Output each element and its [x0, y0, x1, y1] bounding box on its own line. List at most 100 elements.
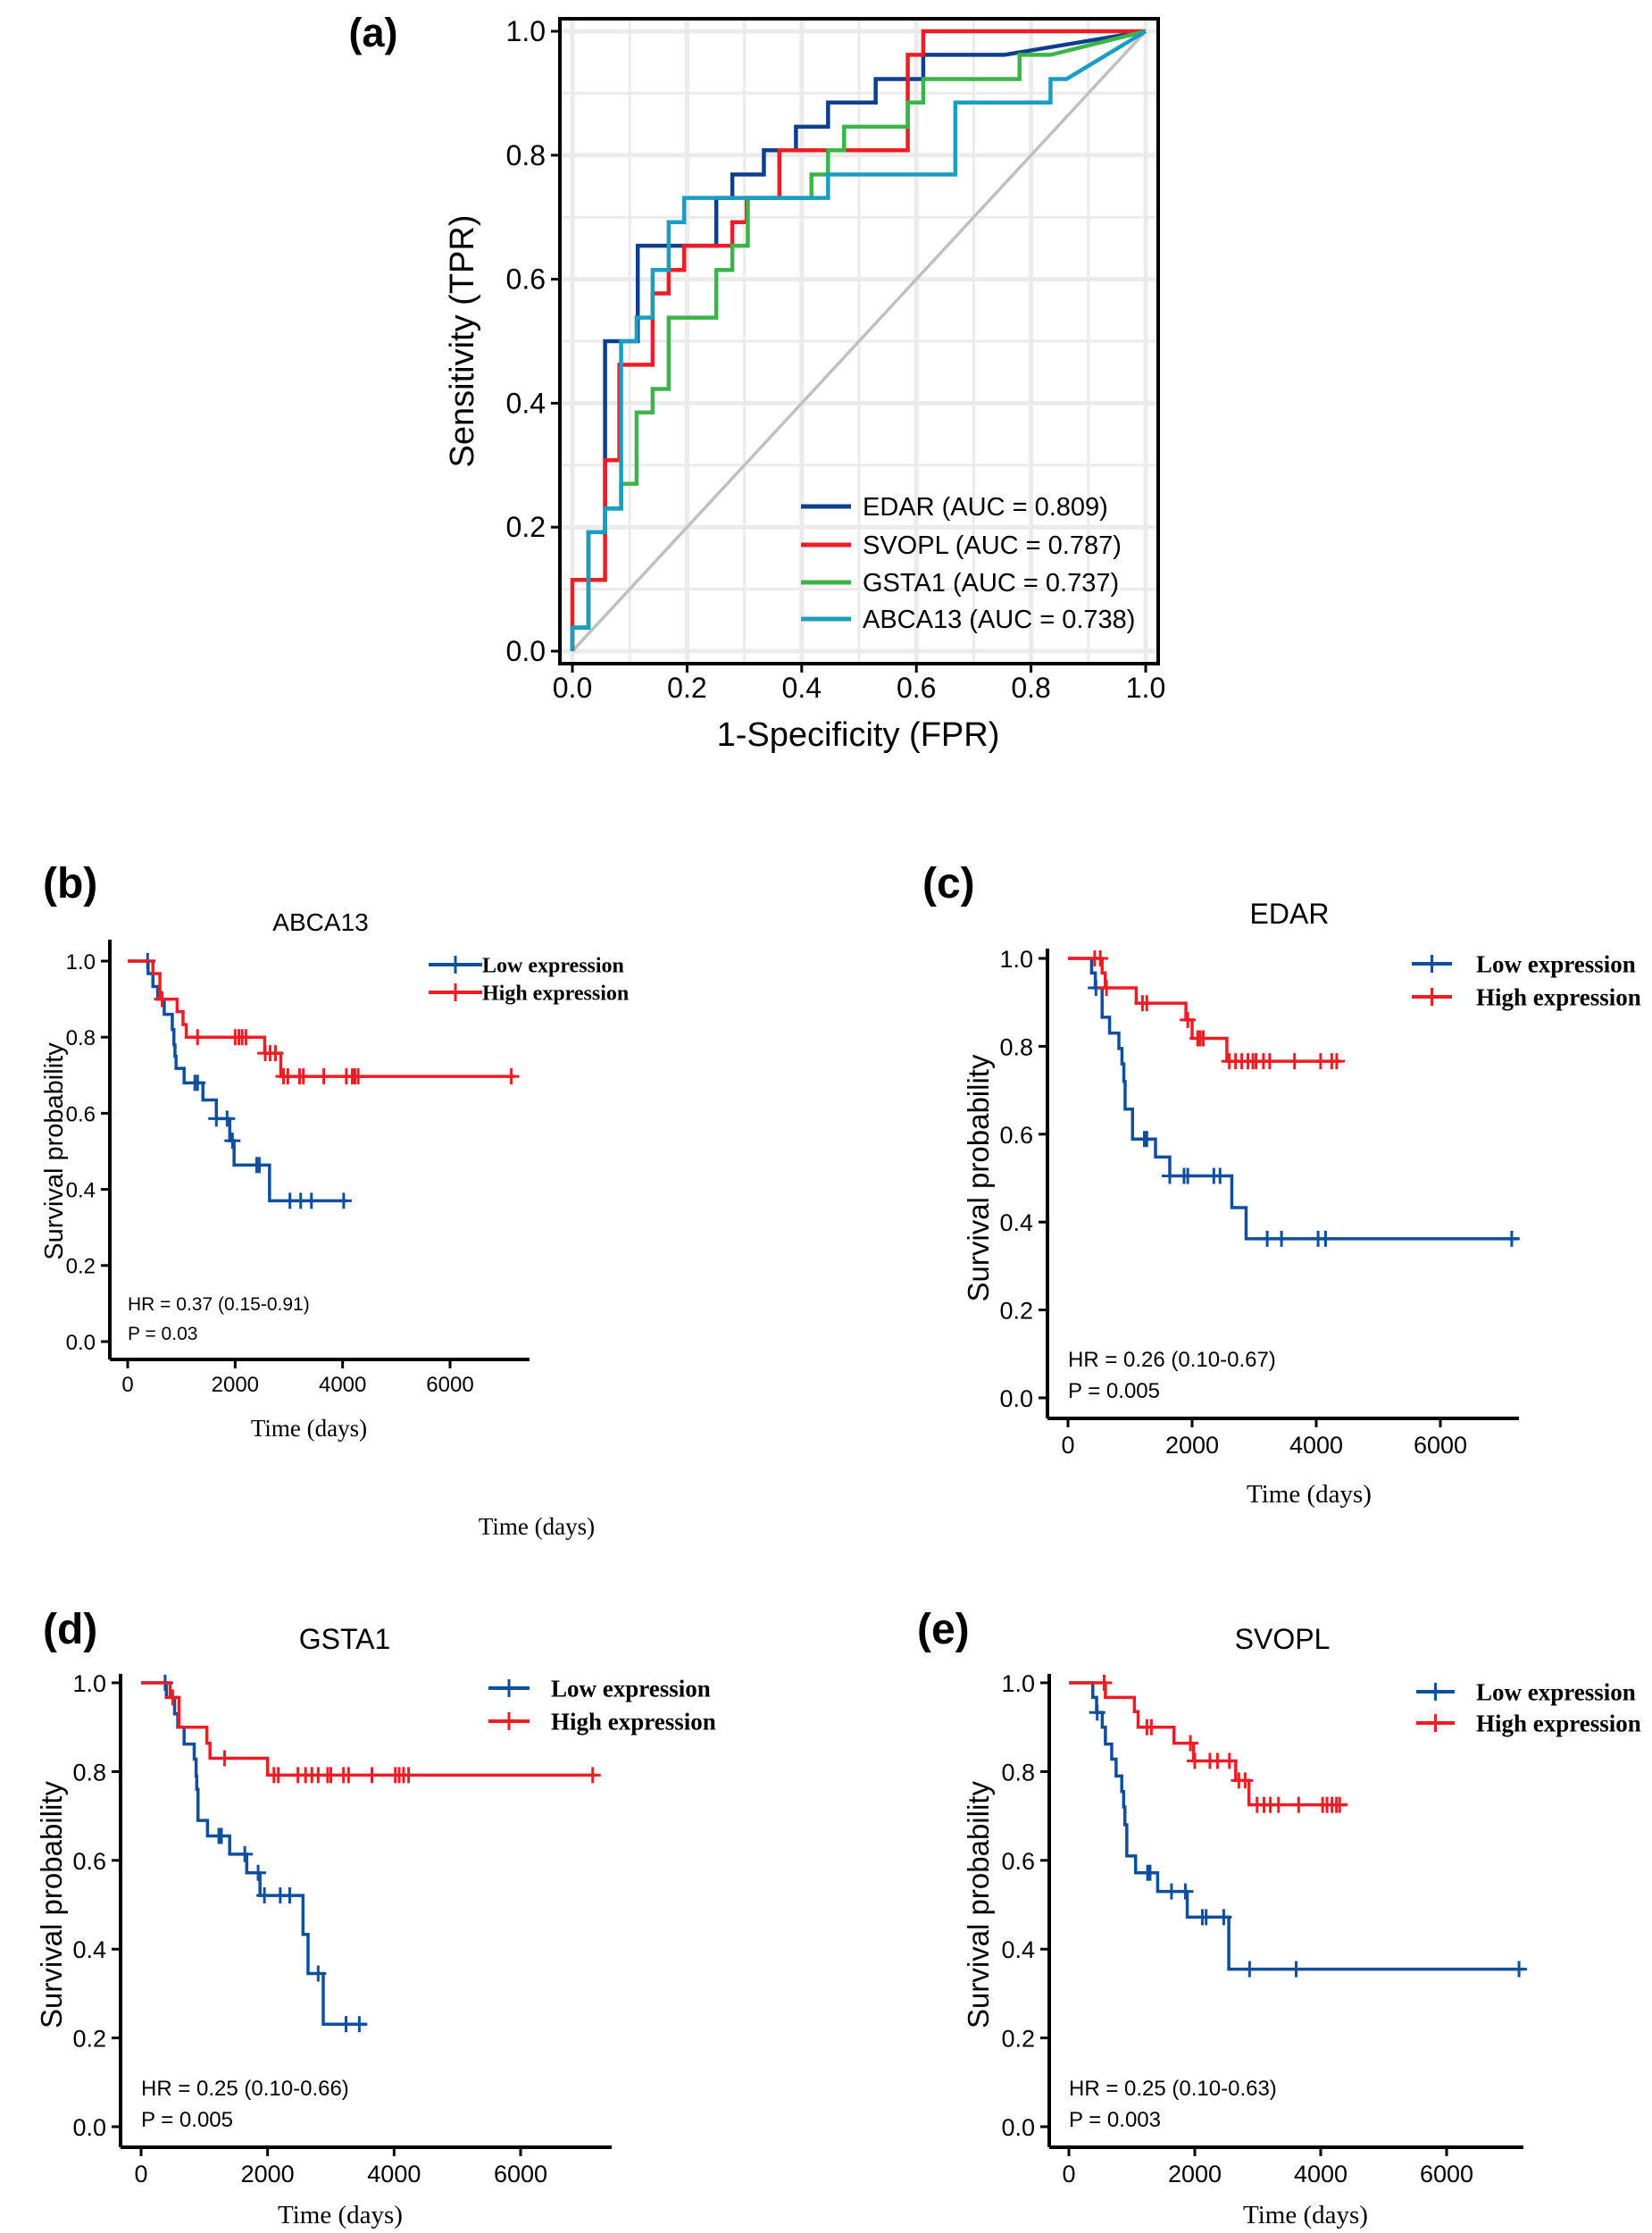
p-value-text: P = 0.005 — [141, 2108, 233, 2132]
chart-title: GSTA1 — [299, 1623, 391, 1655]
legend-entry: GSTA1 (AUC = 0.737) — [863, 569, 1119, 598]
p-value-text: P = 0.03 — [128, 1324, 197, 1344]
x-tick-label: 0.6 — [897, 672, 936, 704]
y-tick-label: 0.8 — [506, 139, 546, 171]
y-tick-label: 0.8 — [1001, 1759, 1035, 1786]
y-tick-label: 1.0 — [506, 15, 546, 47]
y-tick-label: 0.6 — [1001, 1848, 1035, 1875]
y-tick-label: 0.4 — [66, 1178, 96, 1202]
panel-label: (d) — [43, 1606, 97, 1653]
y-tick-label: 0.0 — [72, 2114, 106, 2141]
roc-panel: (a) 0.0 0.2 0.4 0.6 0.8 1.0 0.0 0.2 0.4 0.6 0.8 1.0 1… — [349, 10, 1166, 754]
plot-frame — [558, 17, 1160, 665]
panel-label: (a) — [349, 10, 398, 55]
x-tick-label: 6000 — [1414, 1432, 1467, 1459]
x-tick-label: 2000 — [1168, 2161, 1222, 2187]
x-axis-label: Time (days) — [278, 2201, 403, 2229]
panel-label: (c) — [922, 860, 975, 907]
x-tick-label: 4000 — [1294, 2161, 1347, 2187]
x-tick-label: 4000 — [319, 1373, 366, 1397]
y-tick-label: 0.2 — [66, 1255, 96, 1279]
x-tick-label: 0 — [134, 2161, 147, 2187]
km-panel-abca13: (b) ABCA13 0.0 0.2 0.4 0.6 0.8 1.0 0 2000 4000 6000… — [40, 860, 629, 1540]
x-tick-label: 6000 — [494, 2161, 547, 2187]
p-value-text: P = 0.003 — [1069, 2108, 1161, 2132]
y-tick-label: 0.4 — [72, 1936, 106, 1963]
x-tick-label: 6000 — [426, 1373, 473, 1397]
p-value-text: P = 0.005 — [1068, 1379, 1160, 1403]
survival-curve-high — [128, 959, 515, 1078]
legend-entry: High expression — [1476, 983, 1641, 1010]
panel-label: (e) — [917, 1606, 970, 1653]
y-tick-label: 0.8 — [999, 1033, 1033, 1060]
hazard-ratio-text: HR = 0.25 (0.10-0.66) — [141, 2077, 349, 2101]
y-tick-label: 0.4 — [506, 387, 546, 419]
x-tick-label: 2000 — [241, 2161, 295, 2187]
reference-diagonal — [571, 29, 1147, 653]
x-tick-label: 0.2 — [667, 672, 706, 704]
y-tick-label: 0.6 — [506, 263, 546, 296]
y-tick-label: 0.0 — [999, 1385, 1033, 1412]
x-axis-label: Time (days) — [1243, 2201, 1368, 2229]
legend-entry: Low expression — [482, 954, 624, 977]
y-tick-label: 0.4 — [1001, 1936, 1035, 1963]
x-tick-label: 0.8 — [1011, 672, 1050, 704]
x-tick-label: 4000 — [1289, 1432, 1343, 1459]
x-tick-label: 1.0 — [1126, 672, 1165, 704]
y-tick-label: 0.2 — [506, 511, 546, 543]
panel-label: (b) — [43, 860, 97, 907]
x-tick-label: 0.0 — [553, 672, 592, 704]
x-tick-label: 0.4 — [782, 672, 822, 704]
legend-entry: ABCA13 (AUC = 0.738) — [863, 606, 1135, 634]
y-tick-label: 0.0 — [66, 1331, 96, 1355]
x-axis-label: Time (days) — [1247, 1480, 1372, 1509]
y-axis-label: Sensitivity (TPR) — [444, 215, 481, 468]
y-tick-label: 0.6 — [999, 1122, 1033, 1149]
km-panel-edar: (c) EDAR 0.0 0.2 0.4 0.6 0.8 1.0 0 2000 4000 6000 Su… — [922, 860, 1641, 1509]
x-tick-label: 0 — [1061, 1432, 1074, 1459]
x-tick-label: 2000 — [1165, 1432, 1219, 1459]
x-tick-label: 2000 — [212, 1373, 259, 1397]
y-tick-label: 0.2 — [1001, 2026, 1035, 2053]
y-tick-label: 0.6 — [66, 1102, 96, 1126]
x-axis-label-duplicate: Time (days) — [479, 1513, 595, 1540]
hazard-ratio-text: HR = 0.26 (0.10-0.67) — [1068, 1348, 1276, 1372]
y-tick-label: 0.8 — [72, 1759, 106, 1786]
chart-title: EDAR — [1250, 898, 1330, 930]
km-panel-svopl: (e) SVOPL 0.0 0.2 0.4 0.6 0.8 1.0 0 2000 4000 6000 S… — [917, 1606, 1641, 2229]
survival-curve-high — [141, 1681, 597, 1777]
y-axis-label: Survival probability — [40, 1042, 69, 1260]
legend-entry: High expression — [482, 982, 629, 1005]
chart-title: ABCA13 — [272, 908, 368, 936]
y-tick-label: 0.0 — [506, 635, 546, 667]
y-tick-label: 1.0 — [66, 950, 96, 974]
roc-curve-3 — [570, 29, 1147, 651]
hazard-ratio-text: HR = 0.25 (0.10-0.63) — [1069, 2077, 1277, 2101]
x-axis-label: Time (days) — [251, 1415, 367, 1442]
survival-curve-high — [1068, 957, 1341, 1063]
y-tick-label: 0.0 — [1001, 2114, 1035, 2141]
x-tick-label: 0 — [1062, 2161, 1075, 2187]
survival-curve-low — [141, 1681, 367, 2026]
y-tick-label: 1.0 — [1001, 1670, 1035, 1697]
legend-entry: Low expression — [1476, 950, 1636, 977]
x-axis-label: 1-Specificity (FPR) — [717, 716, 1000, 754]
hazard-ratio-text: HR = 0.37 (0.15-0.91) — [128, 1294, 310, 1315]
y-tick-label: 0.8 — [66, 1026, 96, 1050]
y-axis-label: Survival probability — [962, 1054, 995, 1301]
legend-entry: High expression — [551, 1708, 716, 1735]
x-tick-label: 4000 — [367, 2161, 421, 2187]
y-tick-label: 0.4 — [999, 1209, 1033, 1236]
x-tick-label: 6000 — [1420, 2161, 1473, 2187]
y-tick-label: 0.2 — [72, 2026, 106, 2053]
x-tick-label: 0 — [121, 1373, 133, 1397]
y-tick-label: 1.0 — [999, 946, 1033, 973]
legend-entry: SVOPL (AUC = 0.787) — [863, 531, 1122, 560]
y-tick-label: 1.0 — [72, 1670, 106, 1697]
chart-title: SVOPL — [1235, 1623, 1331, 1655]
y-axis-label: Survival probability — [35, 1781, 68, 2028]
km-panel-gsta1: (d) GSTA1 0.0 0.2 0.4 0.6 0.8 1.0 0 2000 4000 6000 S… — [35, 1606, 716, 2229]
y-tick-label: 0.6 — [72, 1848, 106, 1875]
y-tick-label: 0.2 — [999, 1298, 1033, 1325]
